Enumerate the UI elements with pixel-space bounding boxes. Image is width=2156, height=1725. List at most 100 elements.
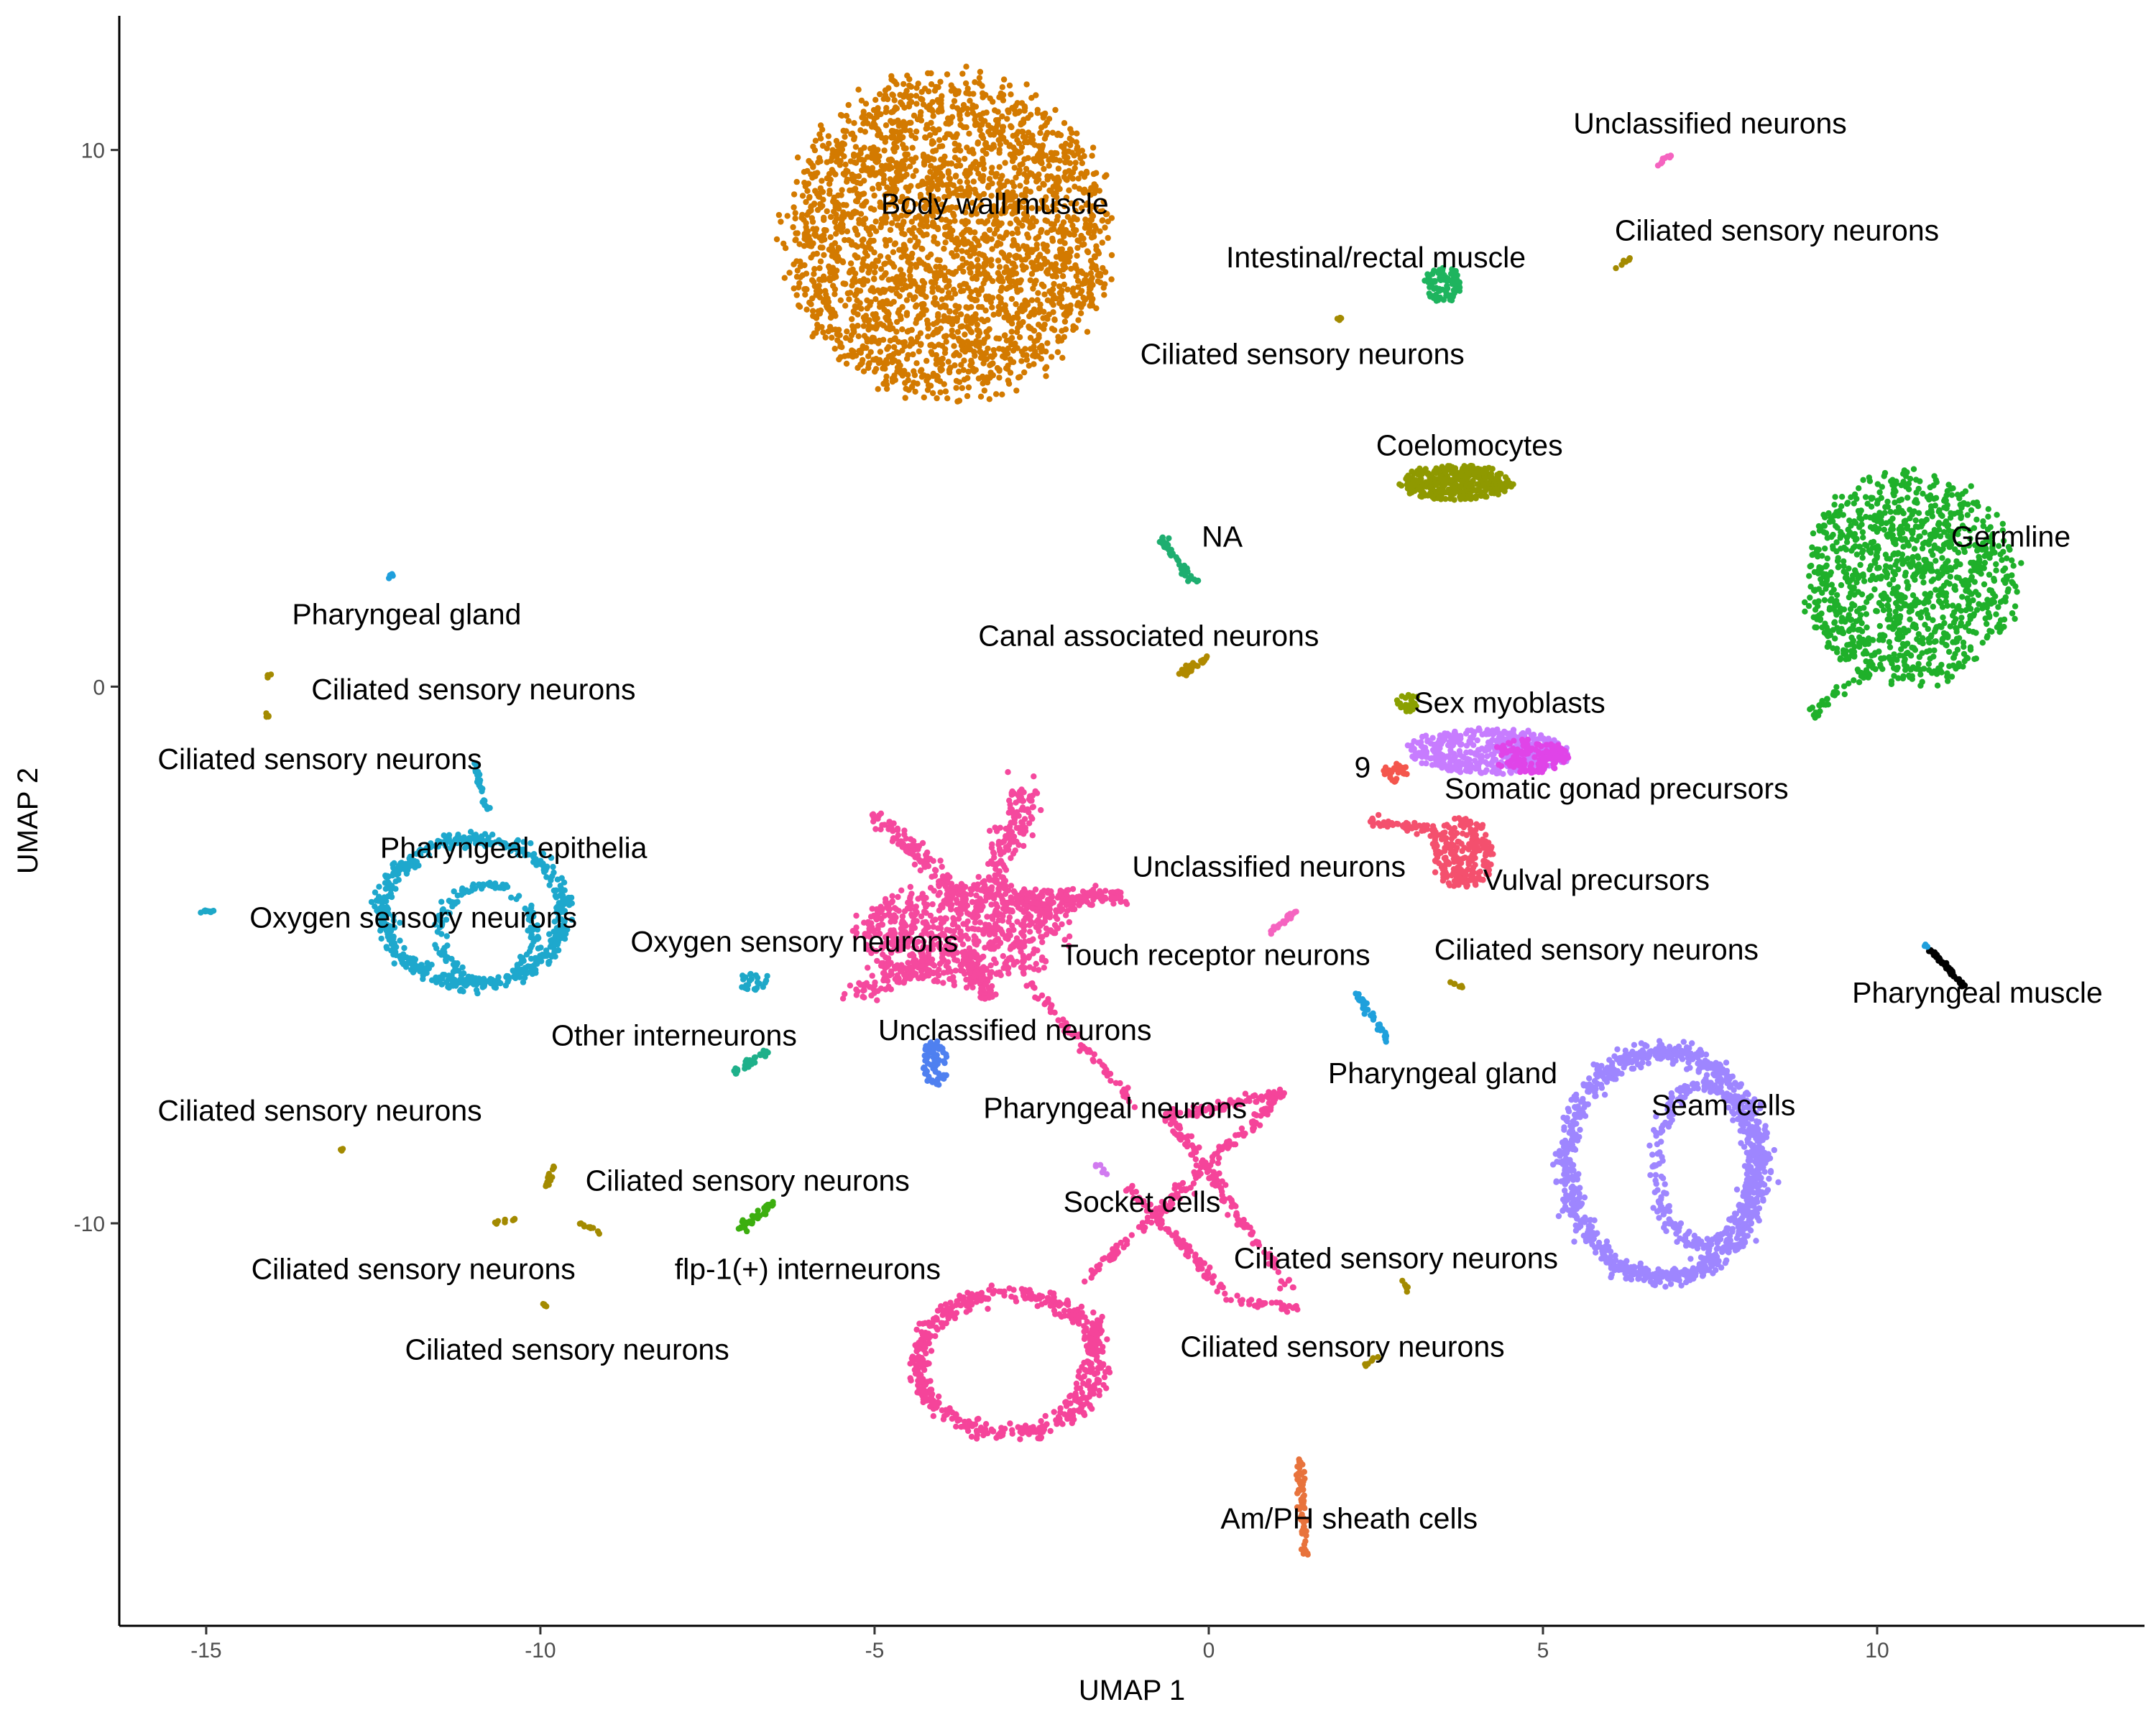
data-point	[894, 368, 900, 375]
data-point	[1986, 612, 1993, 620]
data-point	[1414, 753, 1422, 759]
data-point	[1093, 170, 1100, 176]
data-point	[897, 313, 904, 319]
data-point	[1062, 140, 1069, 147]
data-point	[1837, 655, 1844, 661]
data-point	[973, 342, 980, 349]
data-point	[1011, 165, 1018, 171]
data-point	[1844, 500, 1851, 507]
data-point	[932, 127, 939, 134]
data-point	[856, 216, 862, 224]
data-point	[1022, 303, 1028, 310]
data-point	[880, 96, 887, 102]
data-point	[891, 344, 898, 351]
data-point	[1021, 171, 1028, 178]
data-point	[1387, 774, 1393, 781]
data-point	[1511, 737, 1517, 744]
data-point	[1004, 178, 1010, 185]
data-point	[963, 90, 969, 96]
data-point	[1882, 504, 1889, 510]
data-point	[872, 228, 880, 234]
data-point	[1902, 572, 1909, 579]
data-point	[1860, 534, 1866, 540]
data-point	[961, 280, 967, 288]
data-point	[829, 282, 837, 289]
data-point	[1993, 561, 1999, 568]
data-point	[1467, 738, 1473, 745]
data-point	[808, 301, 814, 308]
data-point	[986, 396, 993, 402]
data-point	[889, 359, 895, 366]
data-point	[1941, 520, 1948, 527]
data-point	[939, 303, 946, 310]
data-point	[831, 208, 837, 215]
data-point	[1876, 622, 1883, 630]
data-point	[972, 119, 980, 126]
data-point	[1022, 346, 1028, 352]
data-point	[1025, 155, 1031, 162]
data-point	[1856, 679, 1863, 686]
data-point	[844, 168, 851, 175]
data-point	[887, 226, 894, 234]
data-point	[934, 395, 940, 402]
data-point	[1441, 482, 1448, 489]
data-point	[1439, 752, 1447, 759]
data-point	[1891, 492, 1897, 499]
data-point	[936, 257, 943, 264]
data-point	[1457, 483, 1464, 489]
data-point	[1879, 484, 1885, 490]
data-point	[1828, 589, 1835, 596]
data-point	[843, 360, 850, 367]
data-point	[1857, 561, 1864, 569]
data-point	[958, 362, 964, 368]
data-point	[895, 163, 901, 170]
data-point	[1482, 468, 1488, 474]
data-point	[1901, 602, 1908, 609]
data-point	[1061, 240, 1068, 247]
data-point	[931, 156, 937, 162]
data-point	[992, 173, 999, 180]
data-point	[1036, 152, 1042, 159]
data-point	[951, 253, 957, 260]
data-point	[1056, 157, 1063, 164]
data-point	[834, 153, 840, 160]
data-point	[891, 241, 898, 247]
data-point	[842, 236, 848, 244]
data-point	[1059, 273, 1067, 280]
data-point	[839, 259, 847, 266]
data-point	[1958, 620, 1964, 626]
data-point	[949, 236, 955, 243]
data-point	[954, 131, 960, 137]
data-point	[1067, 246, 1074, 253]
data-point	[855, 86, 862, 93]
data-point	[1072, 160, 1079, 166]
data-point	[870, 144, 877, 151]
data-point	[972, 287, 980, 294]
data-point	[852, 227, 860, 234]
data-point	[964, 144, 970, 151]
data-point	[819, 236, 826, 242]
data-point	[1831, 502, 1838, 508]
data-point	[949, 316, 956, 323]
data-point	[1881, 567, 1889, 574]
data-point	[908, 83, 915, 91]
data-point	[984, 238, 990, 244]
data-point	[959, 323, 966, 330]
data-point	[1819, 624, 1825, 631]
data-point	[852, 144, 860, 150]
data-point	[822, 334, 829, 341]
data-point	[1459, 760, 1465, 767]
data-point	[1828, 596, 1835, 602]
data-point	[1009, 242, 1016, 249]
data-point	[1938, 624, 1945, 630]
data-point	[1505, 740, 1512, 746]
data-point	[1068, 265, 1074, 272]
data-point	[860, 256, 867, 262]
data-point	[1166, 535, 1172, 542]
data-point	[1904, 640, 1911, 647]
data-point	[1905, 627, 1912, 634]
data-point	[1514, 746, 1521, 753]
data-point	[817, 158, 824, 165]
data-point	[851, 159, 857, 165]
data-point	[1991, 577, 1998, 584]
